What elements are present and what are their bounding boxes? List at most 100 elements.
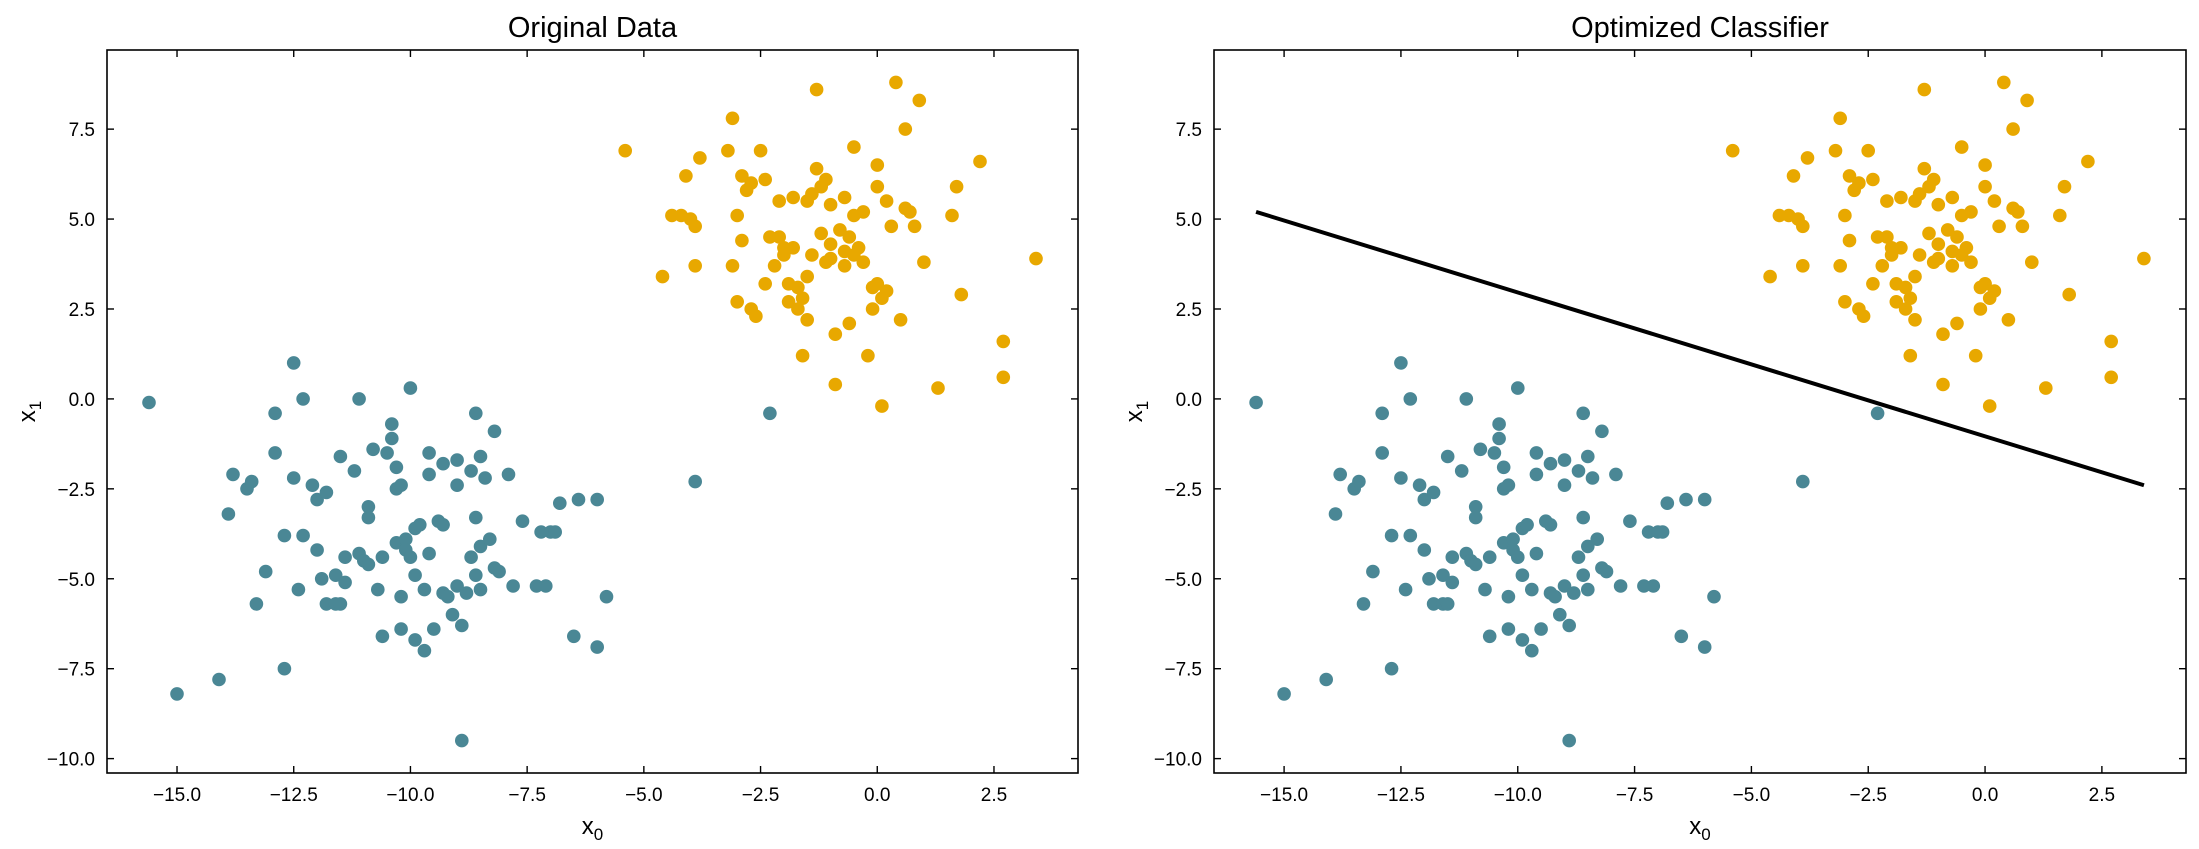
scatter-point-class-1	[842, 230, 857, 244]
scatter-point-class-0	[1445, 575, 1460, 590]
scatter-point-class-1	[665, 208, 679, 223]
scatter-point-class-1	[730, 208, 744, 223]
scatter-point-class-0	[291, 582, 306, 597]
scatter-point-class-1	[861, 348, 875, 363]
scatter-point-class-1	[2001, 313, 2016, 327]
scatter-point-class-1	[2011, 205, 2025, 219]
scatter-point-class-1	[893, 313, 908, 327]
scatter-point-class-0	[1697, 640, 1712, 654]
scatter-point-class-0	[1482, 629, 1497, 644]
x-tick-label: −5.0	[1733, 785, 1771, 806]
scatter-point-class-0	[1660, 496, 1675, 511]
scatter-point-class-1	[795, 291, 810, 306]
scatter-point-class-1	[655, 269, 670, 284]
scatter-point-class-1	[1833, 111, 1847, 126]
x-tick-label: −12.5	[1377, 785, 1425, 806]
scatter-point-class-1	[837, 259, 852, 273]
scatter-point-class-0	[1553, 607, 1567, 622]
x-tick-label: −2.5	[742, 785, 780, 806]
scatter-point-class-0	[571, 492, 586, 507]
scatter-point-class-0	[1426, 597, 1441, 611]
scatter-point-class-1	[856, 255, 871, 269]
scatter-point-class-0	[417, 643, 432, 658]
scatter-point-class-0	[1870, 406, 1885, 421]
scatter-point-class-0	[1515, 568, 1530, 582]
scatter-point-class-0	[1562, 733, 1576, 748]
scatter-point-class-1	[1894, 190, 1908, 205]
scatter-point-class-0	[1478, 582, 1492, 597]
scatter-point-class-0	[347, 464, 362, 478]
x-axis-label: x0	[1689, 813, 1710, 844]
scatter-point-class-0	[427, 622, 441, 636]
scatter-point-class-0	[1599, 564, 1614, 579]
scatter-point-class-0	[305, 478, 320, 493]
scatter-point-class-1	[828, 377, 843, 392]
scatter-point-class-1	[1903, 348, 1918, 363]
scatter-point-class-1	[2057, 179, 2072, 194]
scatter-point-class-1	[823, 251, 838, 266]
scatter-point-class-0	[170, 687, 184, 701]
scatter-point-class-0	[226, 467, 240, 482]
scatter-point-class-0	[487, 424, 502, 439]
scatter-point-class-0	[1595, 424, 1609, 439]
x-tick-label: 0.0	[1972, 785, 1998, 806]
scatter-point-class-0	[1511, 381, 1525, 395]
scatter-point-class-1	[805, 187, 819, 201]
scatter-point-class-1	[842, 316, 857, 331]
scatter-point-class-0	[361, 500, 376, 514]
scatter-point-class-0	[1459, 392, 1474, 406]
scatter-point-class-0	[464, 464, 478, 478]
scatter-point-class-0	[1520, 518, 1534, 532]
scatter-point-class-1	[777, 241, 791, 255]
scatter-point-class-1	[814, 226, 828, 241]
x-tick-label: −5.0	[625, 785, 663, 806]
scatter-point-class-1	[1880, 194, 1894, 208]
scatter-point-class-0	[286, 356, 301, 370]
scatter-point-class-1	[1945, 259, 1960, 273]
scatter-point-class-1	[2006, 122, 2020, 136]
scatter-point-class-0	[455, 733, 469, 748]
scatter-point-class-1	[851, 241, 866, 255]
scatter-point-class-0	[268, 446, 282, 460]
scatter-point-class-1	[688, 259, 702, 273]
y-tick-label: 7.5	[69, 120, 95, 141]
y-tick-label: −5.0	[57, 570, 95, 591]
scatter-point-class-0	[1473, 442, 1488, 457]
scatter-point-class-0	[1398, 582, 1413, 597]
scatter-point-class-0	[361, 510, 376, 525]
scatter-point-class-1	[772, 230, 786, 244]
scatter-point-class-0	[590, 492, 604, 507]
x-axis-label: x0	[582, 813, 603, 844]
scatter-point-class-0	[450, 478, 464, 493]
scatter-point-class-0	[1655, 525, 1670, 539]
scatter-point-class-0	[1426, 485, 1441, 500]
scatter-point-class-0	[361, 557, 376, 572]
scatter-point-class-1	[1945, 190, 1960, 205]
scatter-point-class-1	[996, 334, 1011, 349]
scatter-point-class-1	[772, 194, 786, 208]
scatter-point-class-0	[1529, 467, 1544, 482]
x-axis-label-main: x	[1689, 813, 1701, 840]
scatter-point-class-0	[375, 550, 390, 564]
scatter-point-class-1	[744, 176, 758, 190]
scatter-point-class-1	[819, 172, 833, 187]
scatter-point-class-0	[1492, 417, 1506, 431]
scatter-point-class-1	[1786, 169, 1801, 183]
scatter-point-class-1	[1796, 219, 1810, 234]
scatter-point-class-0	[296, 528, 310, 543]
y-tick-label: 5.0	[69, 210, 95, 231]
scatter-point-class-1	[1725, 143, 1740, 158]
scatter-point-class-0	[1646, 579, 1661, 593]
scatter-point-class-0	[436, 518, 450, 532]
scatter-point-class-1	[833, 223, 847, 237]
scatter-point-class-0	[1468, 557, 1483, 572]
scatter-point-class-1	[2025, 255, 2039, 269]
scatter-point-class-1	[1861, 143, 1875, 158]
scatter-point-class-0	[258, 564, 273, 579]
scatter-point-class-0	[1501, 622, 1516, 636]
scatter-point-class-0	[277, 528, 292, 543]
scatter-point-class-0	[1496, 460, 1511, 475]
scatter-point-class-1	[1931, 197, 1946, 212]
scatter-point-class-0	[1375, 406, 1389, 421]
scatter-point-class-1	[1800, 151, 1815, 165]
